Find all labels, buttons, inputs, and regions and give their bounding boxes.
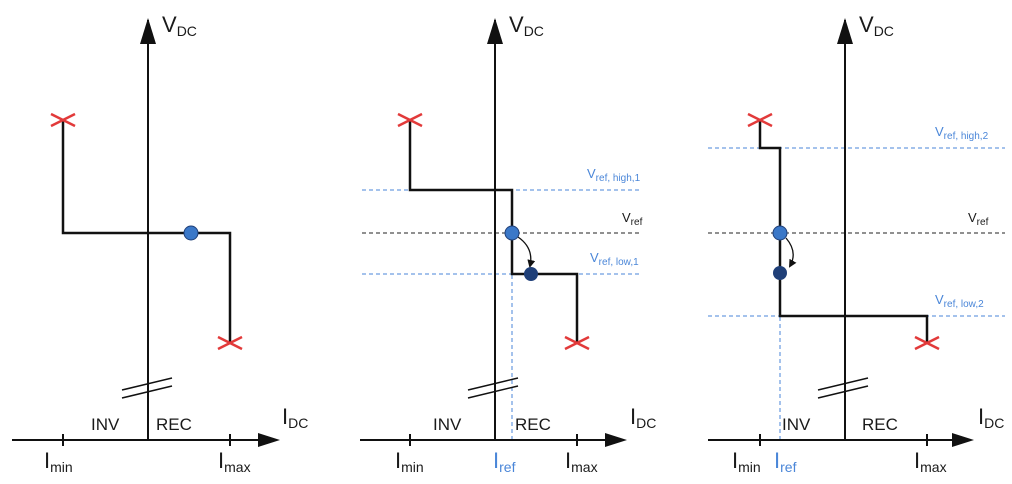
operating-point [183,225,199,241]
i-axis-arrowhead [258,433,280,447]
i-dc-label: IDC [282,404,308,431]
axis-break-mark [467,385,519,399]
imin-label: Imin [395,448,424,475]
limit-cross-icon [914,335,940,351]
imin-label: Imin [732,448,761,475]
v-dc-label: VDC [509,12,544,39]
limit-cross-icon [397,112,423,128]
limit-cross-icon [747,112,773,128]
operating-point-initial [772,225,788,241]
operating-point-new [524,267,538,281]
i-axis-arrowhead [952,433,974,447]
inv-label: INV [782,415,811,434]
vref-low-2-label: Vref, low,2 [935,292,984,310]
i-axis-arrowhead [605,433,627,447]
limit-cross-icon [564,335,590,351]
imax-label: Imax [914,448,947,475]
transition-arrow [517,236,536,268]
vref-label: Vref [968,210,989,228]
i-dc-label: IDC [978,404,1004,431]
vref-low-1-label: Vref, low,1 [590,250,639,268]
vref-label: Vref [622,210,643,228]
v-dc-label: VDC [859,12,894,39]
vref-high-1-label: Vref, high,1 [587,166,641,184]
limit-cross-icon [217,335,243,351]
imin-label: Imin [44,448,73,475]
v-axis-arrowhead [140,18,156,44]
operating-point-initial [504,225,520,241]
v-axis-arrowhead [487,18,503,44]
iref-label: Iref [493,448,516,475]
characteristic-curve [61,120,232,343]
axis-break-mark [817,385,869,399]
axis-break-mark [467,377,519,391]
operating-point-new [773,266,787,280]
panel-1: VDC IDC INV REC Imin Imax [12,12,308,475]
panel-3: VDC IDC INV REC Imin Iref Imax Vref, hig… [708,12,1005,475]
rec-label: REC [862,415,898,434]
characteristic-curve [408,120,579,343]
transition-arrow [785,237,797,268]
rec-label: REC [515,415,551,434]
vref-high-2-label: Vref, high,2 [935,124,989,142]
inv-label: INV [91,415,120,434]
iref-label: Iref [774,448,797,475]
panel-2: VDC IDC INV REC Imin Iref Imax Vref, hig… [360,12,656,475]
inv-label: INV [433,415,462,434]
imax-label: Imax [218,448,251,475]
axis-break-mark [121,377,173,391]
limit-cross-icon [50,112,76,128]
axis-break-mark [817,377,869,391]
imax-label: Imax [565,448,598,475]
axis-break-mark [121,385,173,399]
rec-label: REC [156,415,192,434]
i-dc-label: IDC [630,404,656,431]
v-axis-arrowhead [837,18,853,44]
v-dc-label: VDC [162,12,197,39]
